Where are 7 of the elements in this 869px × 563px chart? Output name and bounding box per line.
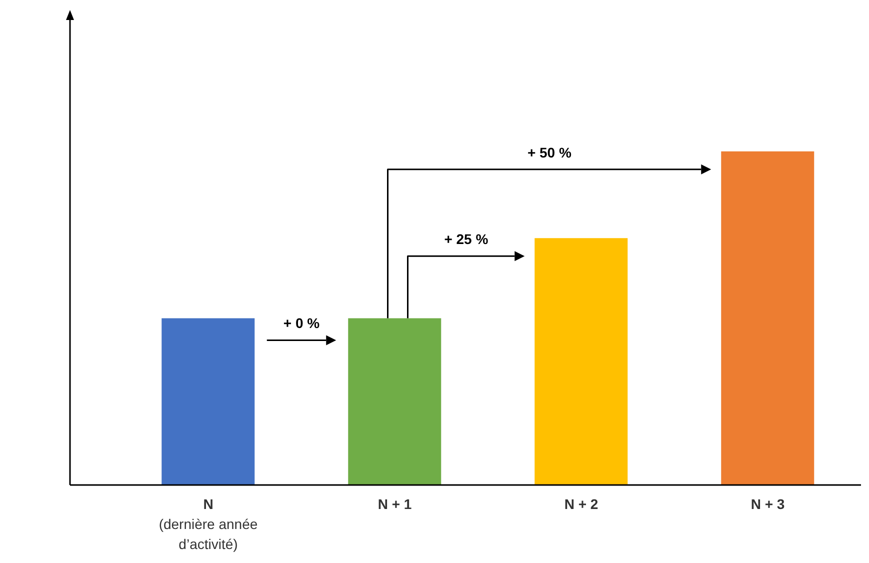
annotation: + 0 %: [283, 315, 320, 332]
x-tick-label: N (dernière année d’activité): [158, 496, 258, 552]
annotation: + 50 %: [527, 144, 572, 160]
x-tick-label: N + 2: [564, 496, 598, 512]
x-tick-label: N + 3: [750, 496, 785, 512]
annotation: + 25 %: [444, 231, 489, 248]
x-tick-label: N + 1: [378, 496, 412, 512]
